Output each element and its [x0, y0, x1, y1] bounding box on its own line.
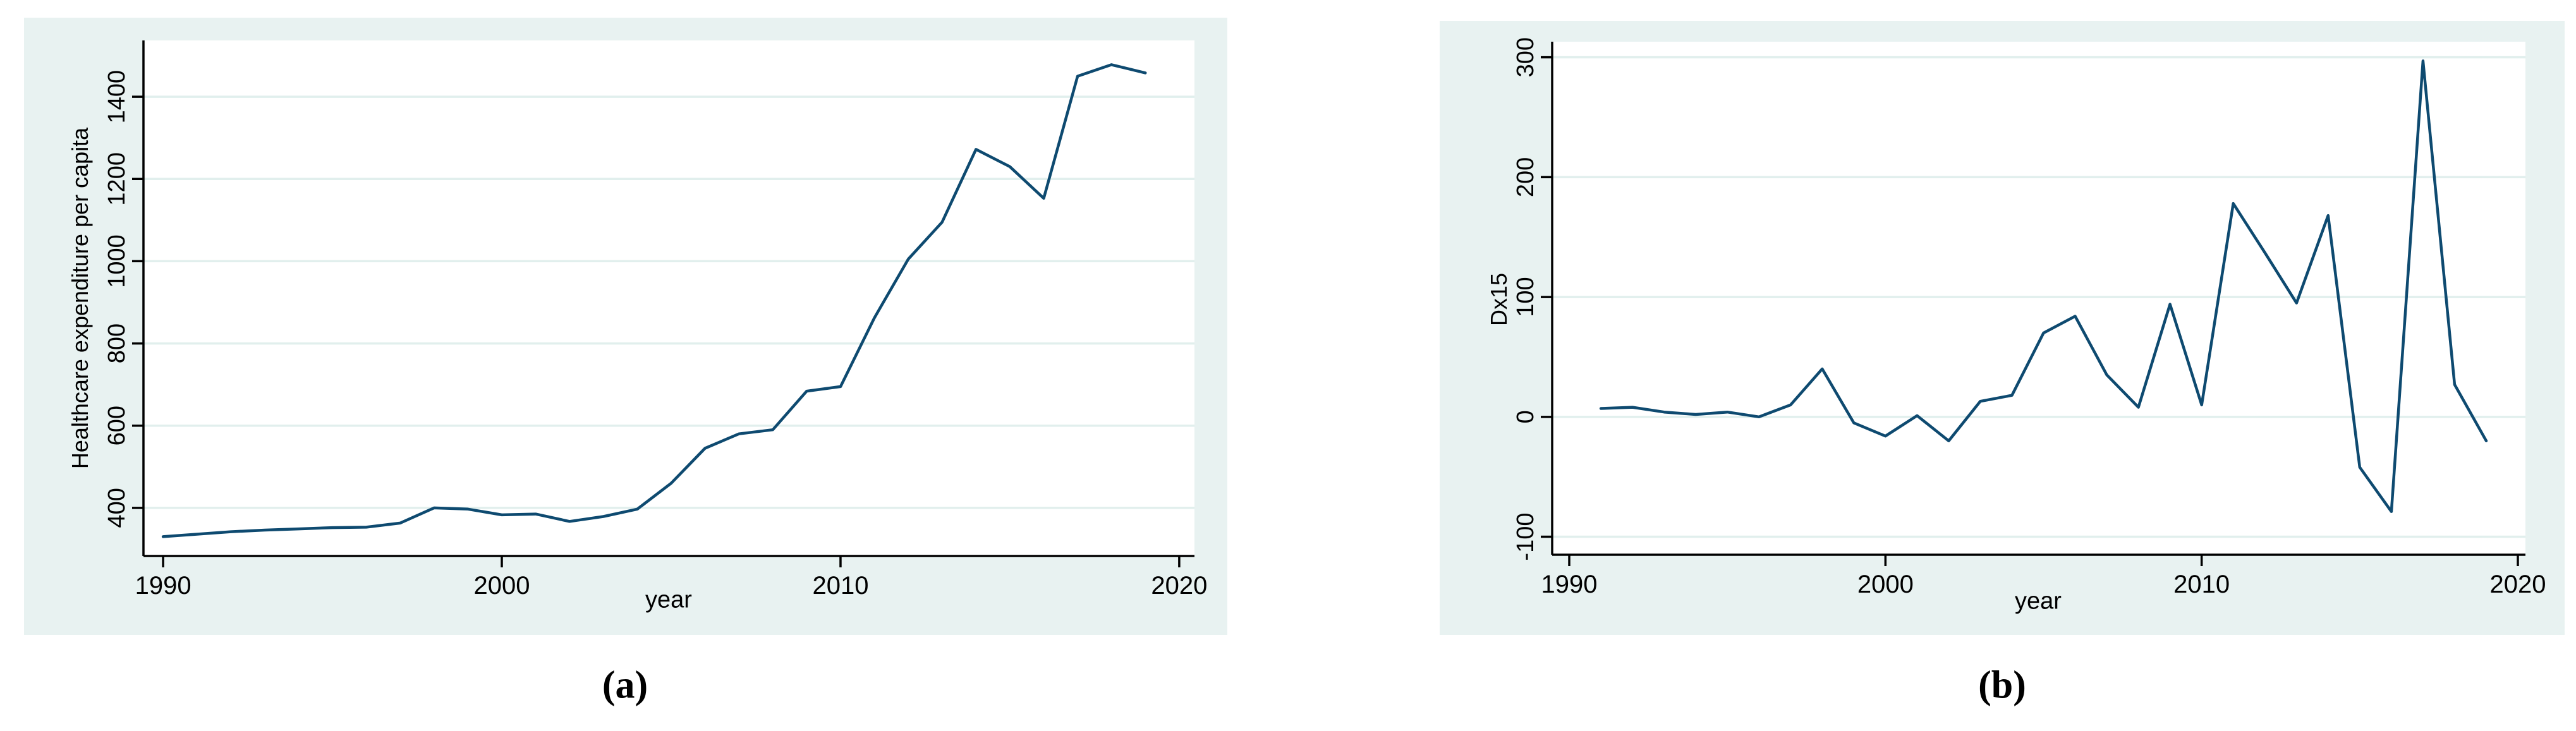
y-tick-label: 800: [104, 323, 130, 363]
x-tick-label: 2010: [812, 572, 868, 600]
x-tick-label: 2020: [2490, 571, 2546, 598]
y-tick-label: 1400: [104, 70, 130, 124]
data-line: [1599, 59, 2488, 513]
caption-b: (b): [1978, 663, 2026, 707]
data-line: [161, 63, 1147, 538]
x-axis-title-b: year: [2015, 588, 2062, 615]
y-tick-label: -100: [1512, 513, 1539, 561]
chart-panel-b: -100 0 100 200 300 1990 2000 2010 2020: [1440, 21, 2565, 635]
x-tick-label: 1990: [1541, 571, 1598, 598]
y-tick-label: 400: [104, 488, 130, 528]
line-chart-b: -100 0 100 200 300 1990 2000 2010 2020: [1512, 37, 2546, 598]
y-axis-title-a: Healthcare expenditure per capita: [67, 127, 93, 469]
x-tick-label: 2020: [1151, 572, 1207, 600]
caption-a: (a): [602, 663, 648, 707]
y-axis-title-b: Dx15: [1486, 272, 1512, 327]
y-tick-label: 600: [104, 406, 130, 445]
plot-area: [143, 40, 1194, 556]
y-tick-label: 1000: [104, 234, 130, 288]
x-tick-label: 2000: [1857, 571, 1914, 598]
y-tick-label: 200: [1512, 157, 1539, 197]
y-tick-label: 100: [1512, 277, 1539, 317]
plot-area: [1552, 42, 2525, 555]
y-tick-label: 1200: [104, 152, 130, 206]
line-chart-a: 400 600 800 1000 1200 1400 1990 2000 2010 2020: [104, 40, 1207, 600]
x-tick-label: 1990: [135, 572, 191, 600]
x-tick-label: 2010: [2173, 571, 2230, 598]
y-tick-label: 300: [1512, 37, 1539, 77]
y-tick-label: 0: [1512, 410, 1539, 423]
x-axis-title-a: year: [645, 586, 692, 613]
x-tick-label: 2000: [474, 572, 530, 600]
chart-panel-a: 400 600 800 1000 1200 1400 1990 2000 2010 2020: [24, 18, 1227, 635]
